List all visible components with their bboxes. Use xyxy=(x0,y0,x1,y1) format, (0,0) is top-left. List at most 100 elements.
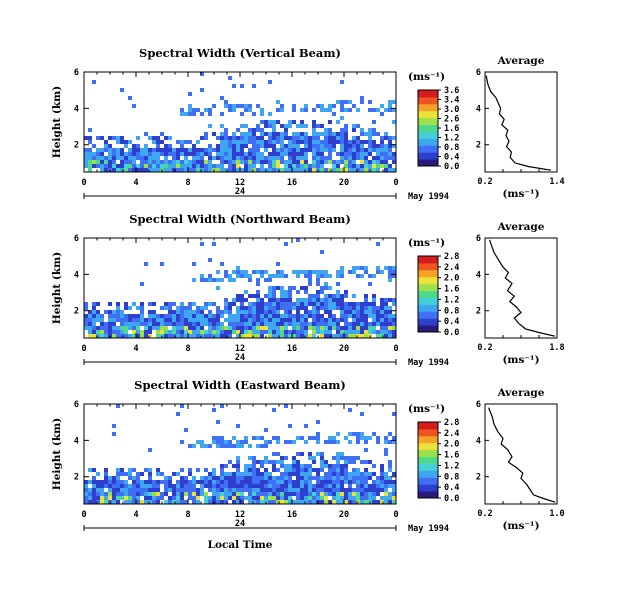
heatmap-cell xyxy=(228,156,232,160)
heatmap-cell xyxy=(132,148,136,152)
heatmap-cell xyxy=(304,306,308,310)
heatmap-cell xyxy=(276,496,280,500)
heatmap-cell xyxy=(284,456,288,460)
heatmap-cell xyxy=(112,334,116,338)
heatmap-cell xyxy=(84,164,88,168)
heatmap-cell xyxy=(296,124,300,128)
heatmap-cell xyxy=(392,314,396,318)
heatmap-cell xyxy=(260,330,264,334)
heatmap-cell xyxy=(364,330,368,334)
heatmap-cell xyxy=(388,136,392,140)
heatmap-cell xyxy=(176,156,180,160)
heatmap-cell xyxy=(88,488,92,492)
heatmap-cell xyxy=(348,152,352,156)
heatmap-cell xyxy=(388,168,392,172)
heatmap-cell xyxy=(244,164,248,168)
heatmap-cell xyxy=(112,326,116,330)
heatmap-cell xyxy=(348,306,352,310)
heatmap-cell xyxy=(320,132,324,136)
heatmap-cell xyxy=(332,104,336,108)
heatmap-cell xyxy=(132,334,136,338)
heatmap-cell xyxy=(180,306,184,310)
heatmap-cell xyxy=(204,108,208,112)
heatmap-cell xyxy=(356,334,360,338)
heatmap-cell xyxy=(244,132,248,136)
heatmap-cell xyxy=(280,496,284,500)
heatmap-cell xyxy=(108,476,112,480)
heatmap-cell xyxy=(348,310,352,314)
heatmap-cell xyxy=(356,144,360,148)
heatmap-cell xyxy=(220,96,224,100)
heatmap-cell xyxy=(392,334,396,338)
heatmap-cell xyxy=(120,330,124,334)
heatmap-cell xyxy=(244,152,248,156)
heatmap-cell xyxy=(312,270,316,274)
heatmap-cell xyxy=(164,136,168,140)
heatmap-cell xyxy=(228,440,232,444)
heatmap-cell xyxy=(268,290,272,294)
heatmap-cell xyxy=(272,160,276,164)
heatmap-cell xyxy=(336,298,340,302)
heatmap-cell xyxy=(124,140,128,144)
heatmap-cell xyxy=(316,278,320,282)
profile-frame xyxy=(484,403,558,505)
heatmap-cell xyxy=(128,472,132,476)
heatmap-cell xyxy=(376,492,380,496)
heatmap-cell xyxy=(336,500,340,504)
heatmap-cell xyxy=(340,148,344,152)
heatmap-cell xyxy=(268,274,272,278)
heatmap-cell xyxy=(352,496,356,500)
heatmap-cell xyxy=(192,496,196,500)
heatmap-cell xyxy=(132,476,136,480)
heatmap-cell xyxy=(200,488,204,492)
heatmap-cell xyxy=(248,456,252,460)
heatmap-cell xyxy=(296,500,300,504)
heatmap-cell xyxy=(208,302,212,306)
profile-y-tick-label: 2 xyxy=(476,141,481,151)
heatmap-cell xyxy=(172,152,176,156)
heatmap-cell xyxy=(212,468,216,472)
heatmap-cell xyxy=(268,298,272,302)
heatmap-cell xyxy=(348,496,352,500)
heatmap-cell xyxy=(328,152,332,156)
heatmap-cell xyxy=(328,298,332,302)
heatmap-cell xyxy=(304,132,308,136)
heatmap-cell xyxy=(200,160,204,164)
heatmap-cell xyxy=(84,484,88,488)
colorbar-tick-label: 2.4 xyxy=(444,263,459,273)
colorbar-tick-label: 0.0 xyxy=(444,162,459,172)
heatmap-cell xyxy=(232,476,236,480)
x-tick-label: 16 xyxy=(287,510,297,520)
heatmap-cell xyxy=(268,112,272,116)
heatmap-cell xyxy=(200,168,204,172)
heatmap-cell xyxy=(312,124,316,128)
heatmap-cell xyxy=(180,500,184,504)
heatmap-cell xyxy=(136,152,140,156)
heatmap-cell xyxy=(288,318,292,322)
heatmap-cell xyxy=(344,456,348,460)
heatmap-cell xyxy=(284,132,288,136)
x-tick-label: 12 xyxy=(235,510,245,520)
heatmap-cell xyxy=(336,136,340,140)
heatmap-cell xyxy=(184,500,188,504)
heatmap-cell xyxy=(240,306,244,310)
heatmap-cell xyxy=(384,266,388,270)
heatmap-cell xyxy=(92,152,96,156)
heatmap-cell xyxy=(160,326,164,330)
y-axis-label: Height (km) xyxy=(51,86,63,158)
heatmap-cell xyxy=(324,148,328,152)
heatmap-cell xyxy=(340,294,344,298)
heatmap-cell xyxy=(288,152,292,156)
heatmap-cell xyxy=(308,148,312,152)
heatmap-cell xyxy=(84,496,88,500)
heatmap-cell xyxy=(156,164,160,168)
heatmap-cell xyxy=(144,334,148,338)
profile-line xyxy=(488,407,556,503)
heatmap-cell xyxy=(344,148,348,152)
heatmap-cell xyxy=(264,456,268,460)
heatmap-cell xyxy=(336,318,340,322)
heatmap-cell xyxy=(336,334,340,338)
heatmap-cell xyxy=(208,318,212,322)
heatmap-cell xyxy=(276,440,280,444)
colorbar-segment xyxy=(418,311,438,319)
